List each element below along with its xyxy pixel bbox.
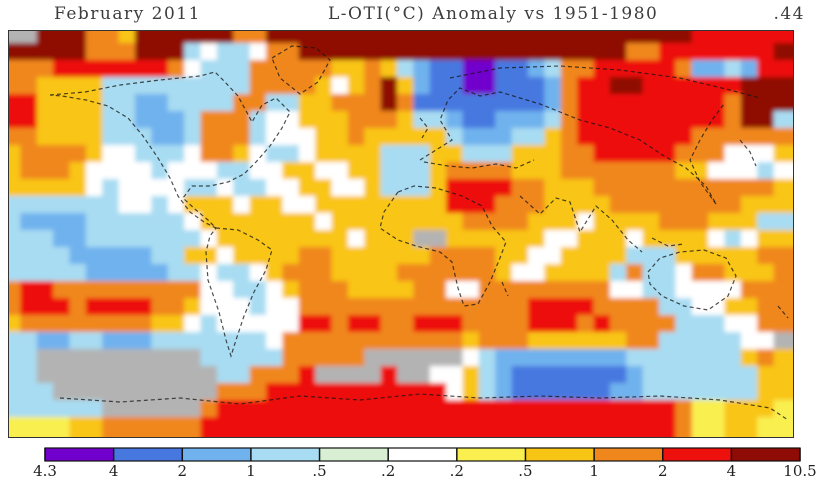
colorbar-label: 4.3 xyxy=(33,462,57,480)
coastline xyxy=(689,103,725,205)
colorbar-label: 4 xyxy=(109,462,119,480)
coastline xyxy=(205,227,273,359)
colorbar-label: .2 xyxy=(381,462,395,480)
coastline xyxy=(501,281,509,297)
colorbar-segment xyxy=(319,448,389,461)
coastline xyxy=(449,65,761,99)
colorbar-segment xyxy=(113,448,183,461)
map-cell xyxy=(773,417,794,438)
header-date: February 2011 xyxy=(54,4,201,24)
header-title: L-OTI(°C) Anomaly vs 1951-1980 xyxy=(328,4,659,24)
header-global-mean: .44 xyxy=(773,4,805,24)
coastline xyxy=(647,249,737,311)
colorbar-segment xyxy=(45,448,114,461)
coastline xyxy=(777,305,789,319)
coastline xyxy=(379,185,507,307)
colorbar-segment xyxy=(182,448,251,461)
colorbar-segment xyxy=(525,448,595,461)
colorbar-label: .5 xyxy=(518,462,532,480)
colorbar-segment xyxy=(731,448,800,461)
coastline xyxy=(271,45,331,95)
colorbar-segment xyxy=(250,448,320,461)
colorbar-label: .2 xyxy=(450,462,464,480)
coastline xyxy=(59,393,789,421)
map-frame xyxy=(8,30,794,438)
coastline xyxy=(519,195,643,253)
colorbar-segment xyxy=(662,448,732,461)
colorbar-segment xyxy=(388,448,457,461)
colorbar-label: .5 xyxy=(312,462,326,480)
coastline xyxy=(49,71,291,229)
map-area xyxy=(8,30,794,438)
colorbar-segment xyxy=(594,448,663,461)
colorbar-label: 1 xyxy=(589,462,599,480)
colorbar-label: 4 xyxy=(727,462,737,480)
coastline xyxy=(419,87,717,205)
colorbar: 4.3 4 2 1 .5 .2 .2 .5 1 2 4 10.5 xyxy=(33,447,817,480)
colorbar-label: 2 xyxy=(658,462,668,480)
coastline xyxy=(651,237,685,247)
colorbar-segment xyxy=(456,448,526,461)
colorbar-label: 10.5 xyxy=(783,462,816,480)
coastline xyxy=(739,139,757,167)
colorbar-label: 2 xyxy=(177,462,187,480)
colorbar-label: 1 xyxy=(246,462,256,480)
